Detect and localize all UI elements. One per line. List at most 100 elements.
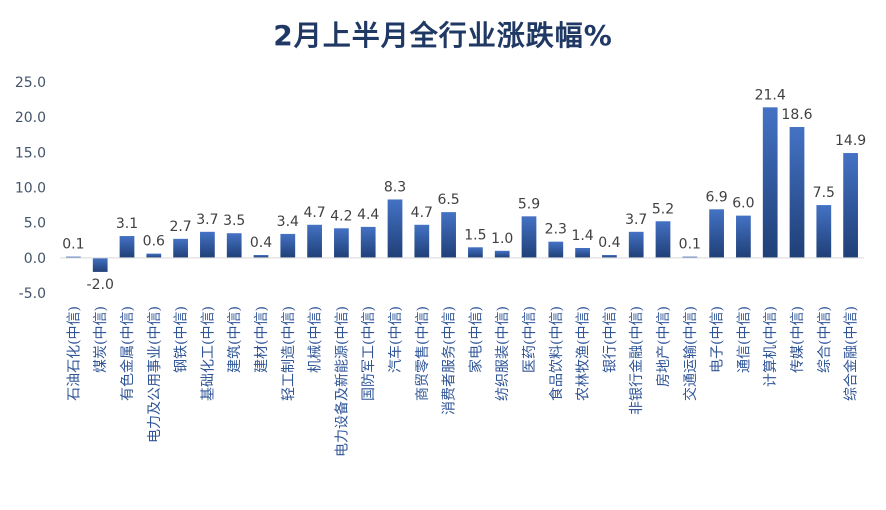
category-label: 银行(中信) xyxy=(602,306,618,373)
category-label: 电力及公用事业(中信) xyxy=(147,306,163,443)
category-label: 食品饮料(中信) xyxy=(548,306,565,401)
data-label: 2.3 xyxy=(545,222,567,238)
x-axis: 石油石化(中信) 煤炭(中信) 有色金属(中信) 电力及公用事业(中信) 钢铁(中信) 基… xyxy=(66,306,859,457)
category-label: 电子(中信) xyxy=(710,306,726,373)
category-label: 纺织服装(中信) xyxy=(495,306,511,401)
category-label: 农林牧渔(中信) xyxy=(576,306,592,401)
category-label: 钢铁(中信) xyxy=(174,306,190,373)
bar xyxy=(682,256,698,258)
chart-title: 2月上半月全行业涨跌幅% xyxy=(273,19,613,52)
category-label: 轻工制造(中信) xyxy=(281,306,297,401)
bar xyxy=(200,231,215,258)
data-label: 1.0 xyxy=(491,231,513,247)
data-label: 1.4 xyxy=(571,228,593,244)
bar xyxy=(736,215,751,258)
category-label: 非银行金融(中信) xyxy=(629,306,645,415)
data-label: 0.1 xyxy=(679,237,701,253)
data-label: 1.5 xyxy=(464,227,486,243)
bar xyxy=(226,233,242,258)
y-tick-label: -5.0 xyxy=(19,286,46,302)
category-label: 建材(中信) xyxy=(254,306,270,373)
data-label: 4.7 xyxy=(303,205,325,221)
bar xyxy=(307,224,322,258)
category-label: 通信(中信) xyxy=(736,306,752,373)
category-label: 机械(中信) xyxy=(308,306,324,373)
category-label: 家电(中信) xyxy=(467,306,484,373)
bar xyxy=(66,256,81,258)
category-label: 商贸零售(中信) xyxy=(415,306,431,401)
bar xyxy=(414,224,430,258)
data-label: -2.0 xyxy=(87,277,114,293)
bar xyxy=(816,205,832,258)
category-label: 国防军工(中信) xyxy=(361,306,377,401)
data-labels: 0.1-2.03.10.62.7 3.7 3.50.43.44.7 4.2 4.48.3… xyxy=(62,87,866,293)
y-tick-label: 10.0 xyxy=(15,181,46,197)
data-label: 2.7 xyxy=(169,219,191,235)
data-label: 0.6 xyxy=(143,234,165,250)
category-label: 基础化工(中信) xyxy=(199,306,216,401)
data-label: 0.4 xyxy=(598,235,620,251)
data-label: 4.7 xyxy=(411,205,433,221)
data-label: 18.6 xyxy=(781,107,812,123)
bar xyxy=(119,236,135,258)
y-tick-label: 0.0 xyxy=(24,251,46,267)
category-label: 交通运输(中信) xyxy=(682,306,699,401)
category-label: 综合金融(中信) xyxy=(844,306,860,401)
bar xyxy=(789,127,805,258)
data-label: 0.4 xyxy=(250,235,272,251)
data-label: 8.3 xyxy=(384,179,406,195)
bar xyxy=(655,221,671,258)
data-label: 14.9 xyxy=(835,133,866,149)
data-label: 21.4 xyxy=(755,87,786,103)
y-axis: -5.0 0.0 5.0 10.0 15.0 20.0 25.0 xyxy=(15,75,46,302)
bars xyxy=(66,107,858,272)
bar xyxy=(709,209,724,258)
category-label: 汽车(中信) xyxy=(387,306,404,373)
category-label: 传媒(中信) xyxy=(790,306,806,373)
y-tick-label: 20.0 xyxy=(15,110,46,126)
data-label: 7.5 xyxy=(813,185,835,201)
bar xyxy=(441,212,456,258)
bar xyxy=(92,257,108,272)
bar xyxy=(387,199,403,258)
data-label: 0.1 xyxy=(62,237,84,253)
category-label: 有色金属(中信) xyxy=(119,306,136,401)
bar xyxy=(548,241,564,258)
category-label: 消费者服务(中信) xyxy=(442,306,458,415)
data-label: 3.4 xyxy=(277,214,299,230)
bar xyxy=(762,107,778,258)
category-label: 电力设备及新能源(中信) xyxy=(333,306,350,457)
category-label: 煤炭(中信) xyxy=(93,306,109,373)
bar xyxy=(360,226,376,258)
bar xyxy=(334,228,349,258)
bar xyxy=(173,238,188,258)
bar xyxy=(843,153,858,258)
data-label: 6.0 xyxy=(732,196,754,212)
data-label: 3.7 xyxy=(196,212,218,228)
bar xyxy=(280,233,296,258)
category-label: 石油石化(中信) xyxy=(66,306,82,401)
data-label: 4.4 xyxy=(357,207,379,223)
data-label: 5.2 xyxy=(652,201,674,217)
category-label: 计算机(中信) xyxy=(763,306,779,387)
category-label: 医药(中信) xyxy=(522,306,538,373)
data-label: 3.1 xyxy=(116,216,138,232)
category-label: 综合(中信) xyxy=(817,306,833,373)
data-label: 3.5 xyxy=(223,213,245,229)
bar xyxy=(521,216,537,258)
bar xyxy=(468,247,483,258)
data-label: 3.7 xyxy=(625,212,647,228)
data-label: 4.2 xyxy=(330,208,352,224)
y-tick-label: 15.0 xyxy=(15,145,46,161)
data-label: 6.5 xyxy=(437,192,459,208)
y-tick-label: 25.0 xyxy=(15,75,46,91)
bar xyxy=(253,255,269,258)
bar xyxy=(602,255,617,258)
data-label: 6.9 xyxy=(705,189,727,205)
data-label: 5.9 xyxy=(518,196,540,212)
category-label: 建筑(中信) xyxy=(227,306,243,373)
category-label: 房地产(中信) xyxy=(656,306,672,387)
y-tick-label: 5.0 xyxy=(24,216,46,232)
bar xyxy=(146,253,162,258)
